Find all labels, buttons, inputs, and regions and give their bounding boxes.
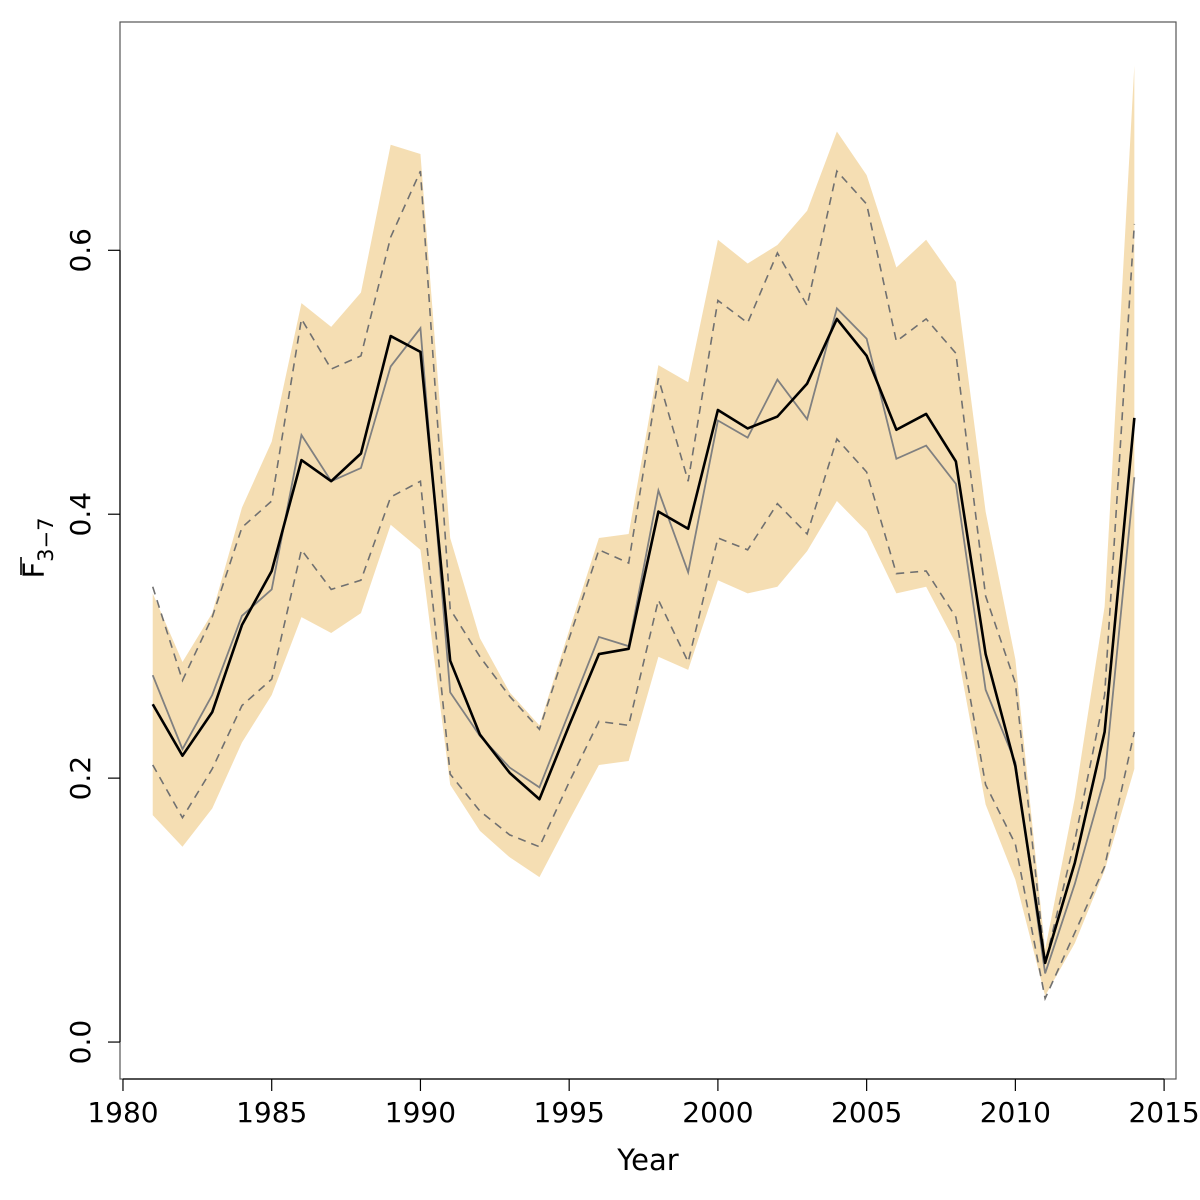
dashed-upper-line [151,169,1136,964]
axes-layer: 1980 1985 1990 1995 2000 2005 2010 2015 0.0 0.2 0.… [64,21,1200,1129]
y-tick-label: 0.0 [64,1020,97,1065]
confidence-band [152,65,1135,996]
x-tick-label: 1990 [385,1096,456,1129]
x-tick-label: 1985 [236,1096,307,1129]
plot-layer [151,65,1136,1002]
x-tick-label: 2015 [1128,1096,1199,1129]
x-tick-label: 1980 [87,1096,158,1129]
y-tick-label: 0.6 [64,228,97,273]
y-tick-label: 0.4 [64,492,97,537]
x-tick-label: 2005 [831,1096,902,1129]
dashed-lower-line [152,437,1136,1002]
x-tick-label: 1995 [534,1096,605,1129]
x-axis-title: Year [616,1143,678,1177]
y-axis-title-symbol: F [17,562,51,579]
svg-text:F3−7: F3−7 [17,517,58,578]
y-axis-title: F3−7 [17,517,58,578]
x-tick-label: 2000 [682,1096,753,1129]
main-line [151,317,1136,965]
y-tick-label: 0.2 [64,756,97,801]
x-tick-label: 2010 [980,1096,1051,1129]
y-axis-title-subscript: 3−7 [34,517,58,561]
secondary-line [151,306,1136,974]
